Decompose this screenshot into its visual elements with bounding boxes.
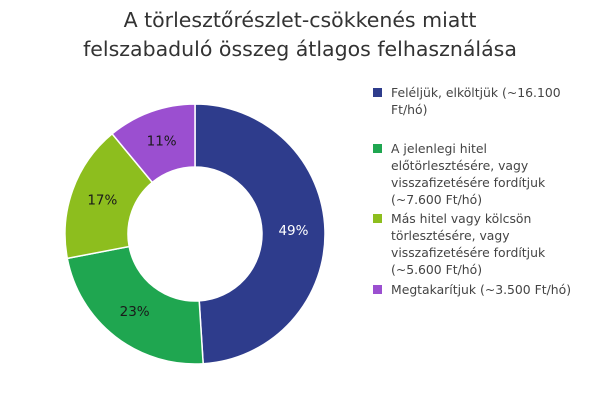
- legend-swatch-mas-hitel: [373, 214, 382, 223]
- legend-swatch-megtakaritjuk: [373, 285, 382, 294]
- legend-item-jelenlegi-hitel: A jelenlegi hitel előtörlesztésére, vagy…: [372, 140, 594, 208]
- legend-swatch-feleljuk: [373, 88, 382, 97]
- chart-title-line-1: A törlesztőrészlet-csökkenés miatt: [123, 8, 477, 32]
- donut-slices: [64, 103, 326, 365]
- slice-feleljuk: [194, 103, 326, 365]
- legend-swatch-jelenlegi-hitel: [373, 144, 382, 153]
- slice-label-feleljuk: 49%: [278, 223, 308, 239]
- slice-jelenlegi-hitel: [66, 245, 204, 365]
- chart-title: A törlesztőrészlet-csökkenés miatt felsz…: [0, 6, 600, 64]
- slice-megtakaritjuk: [111, 103, 196, 184]
- legend-label-feleljuk: Feléljük, elköltjük (~16.100 Ft/hó): [391, 85, 561, 117]
- legend: Feléljük, elköltjük (~16.100 Ft/hó) A je…: [372, 84, 594, 298]
- legend-label-jelenlegi-hitel: A jelenlegi hitel előtörlesztésére, vagy…: [391, 141, 546, 207]
- slice-label-mas-hitel: 17%: [87, 193, 117, 209]
- slice-labels: 49% 23% 17% 11%: [87, 133, 308, 320]
- legend-label-mas-hitel: Más hitel vagy kölcsön törlesztésére, va…: [391, 211, 546, 277]
- legend-label-megtakaritjuk: Megtakarítjuk (~3.500 Ft/hó): [391, 282, 572, 297]
- slice-label-megtakaritjuk: 11%: [147, 133, 177, 149]
- chart-title-line-2: felszabaduló összeg átlagos felhasználás…: [83, 37, 517, 61]
- legend-item-feleljuk: Feléljük, elköltjük (~16.100 Ft/hó): [372, 84, 594, 118]
- slice-label-jelenlegi-hitel: 23%: [120, 304, 150, 320]
- legend-item-mas-hitel: Más hitel vagy kölcsön törlesztésére, va…: [372, 210, 594, 278]
- legend-item-megtakaritjuk: Megtakarítjuk (~3.500 Ft/hó): [372, 281, 594, 298]
